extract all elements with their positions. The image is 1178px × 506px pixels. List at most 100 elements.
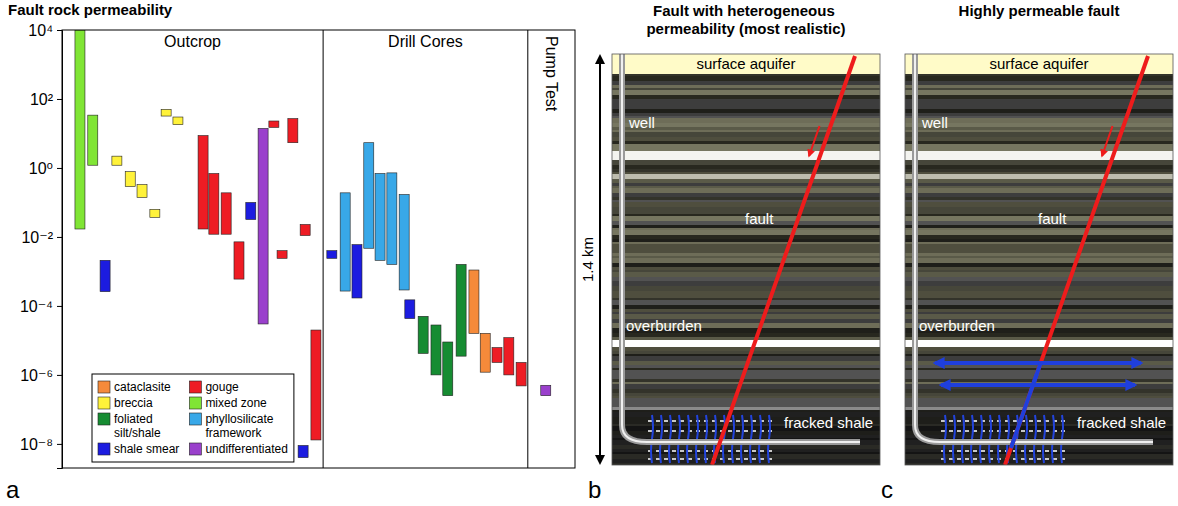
- bars: [75, 30, 551, 458]
- stratum: [612, 174, 880, 180]
- bar: [541, 385, 551, 395]
- flow-arrow: [941, 383, 1135, 387]
- bar: [173, 117, 183, 125]
- stratum: [612, 253, 880, 257]
- tick-label: 10⁻⁴: [20, 298, 53, 315]
- stratum: [905, 300, 1173, 306]
- stratum: [612, 183, 880, 187]
- label-shale: fracked shale: [1077, 414, 1166, 431]
- tick-label: 10⁴: [28, 22, 53, 39]
- stratum: [905, 351, 1173, 355]
- stratum: [905, 81, 1173, 86]
- text-line: cataclasite: [114, 380, 171, 394]
- fracture-dash: [648, 458, 773, 460]
- stratum: [612, 249, 880, 254]
- stratum: [612, 85, 880, 89]
- bar: [469, 270, 479, 333]
- stratum: [612, 379, 880, 383]
- bar: [288, 119, 298, 143]
- bar: [405, 300, 415, 319]
- stratum: [905, 85, 1173, 89]
- stratum: [612, 281, 880, 285]
- tick-label: 10⁻²: [21, 229, 53, 246]
- scale-arrow: [599, 56, 601, 463]
- bar: [198, 136, 208, 229]
- section-divider: [323, 30, 324, 468]
- panel-title: Fault with heterogeneous permeability (m…: [646, 2, 845, 37]
- text-line: shale smear: [114, 442, 179, 456]
- bar: [150, 209, 160, 217]
- scale-label: 1.4 km: [579, 237, 596, 282]
- stratum: [905, 132, 1173, 138]
- stratum: [905, 291, 1173, 296]
- stratum: [612, 342, 880, 348]
- legend-label: foliated silt/shale: [114, 412, 161, 440]
- stratum: [905, 342, 1173, 348]
- stratum: [612, 151, 880, 156]
- stratum: [905, 407, 1173, 411]
- text-line: mixed zone: [205, 396, 267, 410]
- stratum: [612, 230, 880, 236]
- bar: [492, 348, 502, 363]
- section-divider: [527, 30, 528, 468]
- stratum: [612, 235, 880, 240]
- tick-mark: [57, 237, 62, 238]
- stratum: [905, 165, 1173, 170]
- text-line: Highly permeable fault: [959, 2, 1120, 19]
- stratum: [612, 155, 880, 159]
- stratum: [612, 389, 880, 394]
- stratum: [905, 272, 1173, 278]
- bar: [480, 333, 490, 372]
- bar: [258, 128, 268, 324]
- stratum: [905, 188, 1173, 194]
- fracture-dash: [941, 458, 1066, 460]
- fracture-dash: [941, 450, 1066, 452]
- bar: [221, 193, 231, 234]
- stratum: [905, 258, 1173, 264]
- stratum: [905, 169, 1173, 173]
- bar: [431, 325, 441, 375]
- stratum: [612, 244, 880, 250]
- plot-frame-group: [62, 30, 575, 468]
- stratum: [905, 146, 1173, 152]
- label-shale: fracked shale: [784, 414, 873, 431]
- stratum: [905, 183, 1173, 187]
- legend-label: shale smear: [114, 442, 179, 456]
- bar: [125, 172, 135, 187]
- stratum: [905, 239, 1173, 243]
- legend-label: breccia: [114, 396, 153, 410]
- stratum: [612, 277, 880, 282]
- stratum: [612, 267, 880, 271]
- bar: [504, 338, 514, 375]
- tick-mark: [57, 444, 62, 445]
- tick: 10⁻⁴: [20, 298, 62, 315]
- bar: [269, 121, 279, 127]
- text-line: Fault with heterogeneous: [653, 2, 839, 19]
- tick: 10⁻²: [21, 229, 62, 246]
- stratum: [612, 146, 880, 152]
- stratum: [612, 202, 880, 208]
- legend-label: gouge: [205, 380, 239, 394]
- stratum: [905, 230, 1173, 236]
- tick-mark: [57, 375, 62, 376]
- stratum: [905, 244, 1173, 250]
- label-well: well: [628, 114, 655, 131]
- text-line: silt/shale: [114, 426, 161, 440]
- legend-label: undifferentiated: [205, 442, 288, 456]
- stratum: [612, 197, 880, 201]
- stratum: [612, 393, 880, 397]
- panel-letter: c: [881, 476, 893, 503]
- text-line: foliated: [114, 412, 156, 426]
- legend-swatch: [189, 443, 201, 455]
- aquifer: [612, 54, 880, 74]
- stratum: [905, 309, 1173, 313]
- stratum: [905, 235, 1173, 240]
- tick-mark: [57, 30, 62, 31]
- diagram-panel: Fault with heterogeneous permeability (m…: [612, 2, 880, 467]
- bar: [387, 173, 397, 265]
- label-aquifer: surface aquifer: [696, 55, 795, 72]
- tick-label: 10⁰: [29, 160, 53, 177]
- section-frame: [612, 54, 880, 465]
- label-aquifer: surface aquifer: [989, 55, 1088, 72]
- legend: cataclasite gouge breccia mixed zone foliate…: [92, 374, 294, 462]
